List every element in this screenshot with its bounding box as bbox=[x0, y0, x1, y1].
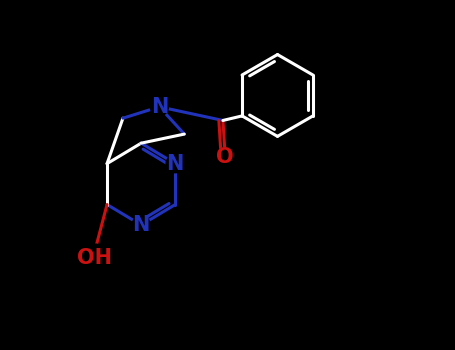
Circle shape bbox=[132, 216, 150, 234]
Text: O: O bbox=[217, 147, 234, 167]
Text: OH: OH bbox=[77, 248, 112, 268]
Text: N: N bbox=[167, 154, 184, 174]
Circle shape bbox=[166, 155, 184, 173]
Circle shape bbox=[81, 244, 108, 271]
Circle shape bbox=[216, 148, 234, 166]
Text: N: N bbox=[151, 97, 168, 117]
Text: N: N bbox=[132, 215, 150, 235]
Circle shape bbox=[150, 98, 168, 116]
